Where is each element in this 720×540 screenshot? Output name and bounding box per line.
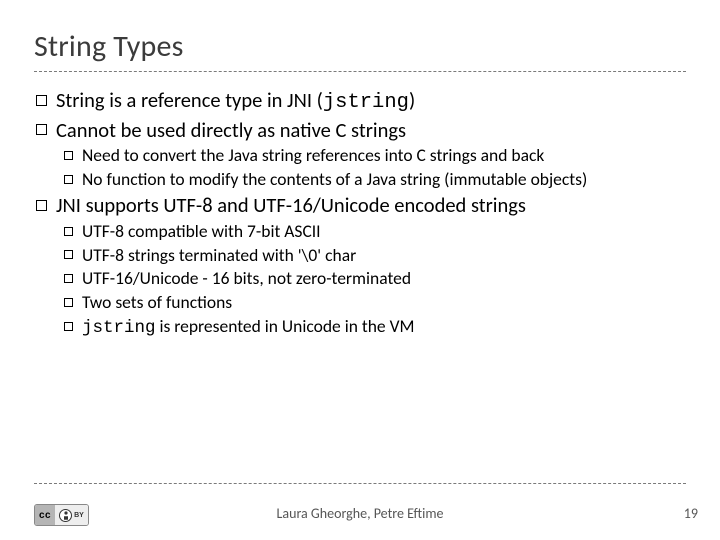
bullet-text: UTF-8 strings terminated with '\0' char	[82, 244, 356, 266]
bullet-box-icon	[64, 274, 73, 283]
bullet-text: UTF-16/Unicode - 16 bits, not zero-termi…	[82, 267, 411, 289]
bullet-box-icon	[64, 151, 73, 160]
page-number: 19	[684, 505, 698, 522]
code-text: jstring	[82, 318, 156, 338]
bullet-l2: UTF-8 strings terminated with '\0' char	[34, 245, 686, 267]
bullet-text: Need to convert the Java string referenc…	[82, 144, 544, 166]
bullet-l1: String is a reference type in JNI (jstri…	[34, 88, 686, 116]
bullet-l2: jstring is represented in Unicode in the…	[34, 316, 686, 340]
slide-title: String Types	[34, 28, 686, 65]
bullet-text: UTF-8 compatible with 7-bit ASCII	[82, 220, 321, 242]
bullet-l2: Need to convert the Java string referenc…	[34, 145, 686, 167]
slide: String Types String is a reference type …	[0, 0, 720, 540]
bullet-l1: Cannot be used directly as native C stri…	[34, 118, 686, 144]
bullet-box-icon	[64, 227, 73, 236]
bullet-box-icon	[64, 298, 73, 307]
bullet-l2: No function to modify the contents of a …	[34, 169, 686, 191]
bullet-l1: JNI supports UTF-8 and UTF-16/Unicode en…	[34, 193, 686, 219]
slide-content: String is a reference type in JNI (jstri…	[34, 88, 686, 340]
bullet-text: )	[409, 87, 415, 113]
bullet-box-icon	[36, 200, 47, 211]
bullet-box-icon	[36, 95, 47, 106]
bullet-box-icon	[64, 250, 73, 259]
bullet-l2: Two sets of functions	[34, 292, 686, 314]
bullet-box-icon	[36, 124, 47, 135]
footer-divider	[34, 483, 686, 484]
bullet-text: JNI supports UTF-8 and UTF-16/Unicode en…	[56, 192, 526, 218]
bullet-box-icon	[64, 322, 73, 331]
bullet-text: Cannot be used directly as native C stri…	[56, 117, 406, 143]
bullet-text: is represented in Unicode in the VM	[156, 315, 415, 337]
bullet-text: Two sets of functions	[82, 291, 232, 313]
bullet-text: No function to modify the contents of a …	[82, 168, 587, 190]
code-text: jstring	[323, 91, 409, 114]
title-divider	[34, 71, 686, 72]
bullet-l2: UTF-8 compatible with 7-bit ASCII	[34, 221, 686, 243]
bullet-box-icon	[64, 175, 73, 184]
footer-authors: Laura Gheorghe, Petre Eftime	[0, 505, 720, 522]
bullet-text: String is a reference type in JNI (	[56, 87, 323, 113]
bullet-l2: UTF-16/Unicode - 16 bits, not zero-termi…	[34, 268, 686, 290]
